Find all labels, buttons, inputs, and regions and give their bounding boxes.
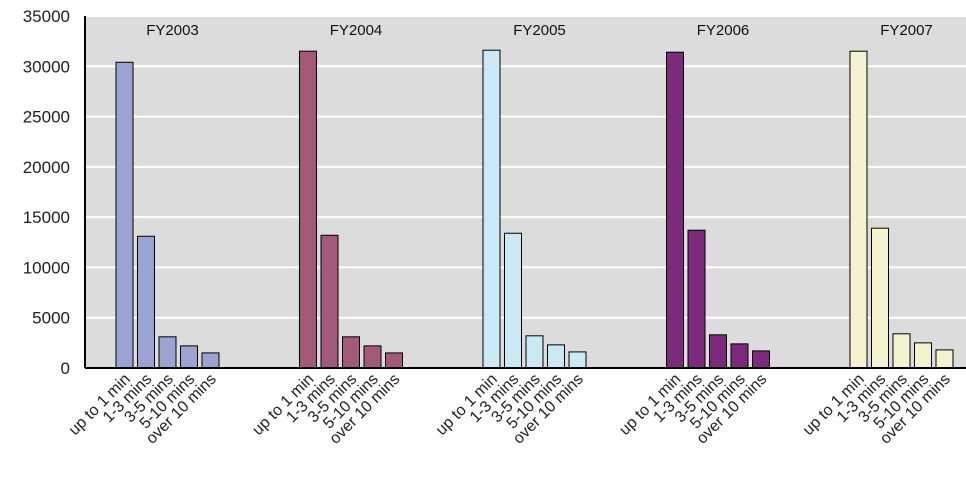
bar <box>201 352 220 369</box>
y-tick-label: 5000 <box>32 309 70 328</box>
y-tick-label: 0 <box>61 359 70 378</box>
bar <box>752 350 770 369</box>
bar <box>687 229 706 369</box>
panel-label: FY2007 <box>880 22 933 39</box>
bar <box>385 352 403 369</box>
gridlines <box>85 15 966 319</box>
y-axis-ticks: 0 5000 10000 15000 20000 25000 30000 35000 <box>23 7 70 378</box>
bar <box>849 50 868 369</box>
panel-label: FY2004 <box>330 22 383 39</box>
bar <box>935 349 954 369</box>
bar <box>730 343 749 369</box>
panel-labels: FY2003 FY2004 FY2005 FY2006 FY2007 <box>146 22 933 39</box>
bar <box>320 234 339 369</box>
bar <box>892 333 911 369</box>
bar <box>137 235 155 369</box>
plot-area <box>85 16 966 368</box>
bar <box>158 336 177 369</box>
y-tick-label: 20000 <box>23 158 70 177</box>
bar <box>525 335 544 369</box>
bar <box>115 61 134 369</box>
bar <box>568 351 587 369</box>
bar <box>666 51 684 369</box>
y-tick-label: 10000 <box>23 258 70 277</box>
bar <box>871 227 889 369</box>
y-tick-label: 25000 <box>23 108 70 127</box>
bar <box>547 344 565 369</box>
bar <box>180 345 198 369</box>
y-tick-label: 35000 <box>23 7 70 26</box>
y-tick-label: 30000 <box>23 57 70 76</box>
bar <box>363 345 382 369</box>
panel-label: FY2006 <box>697 22 750 39</box>
bar <box>914 342 932 369</box>
bar <box>482 49 501 369</box>
bar <box>709 334 727 369</box>
panel-label: FY2003 <box>146 22 199 39</box>
panel-label: FY2005 <box>513 22 566 39</box>
y-tick-label: 15000 <box>23 208 70 227</box>
bar <box>342 336 360 369</box>
bars <box>115 49 954 369</box>
bar <box>299 50 317 369</box>
bar <box>504 232 522 369</box>
